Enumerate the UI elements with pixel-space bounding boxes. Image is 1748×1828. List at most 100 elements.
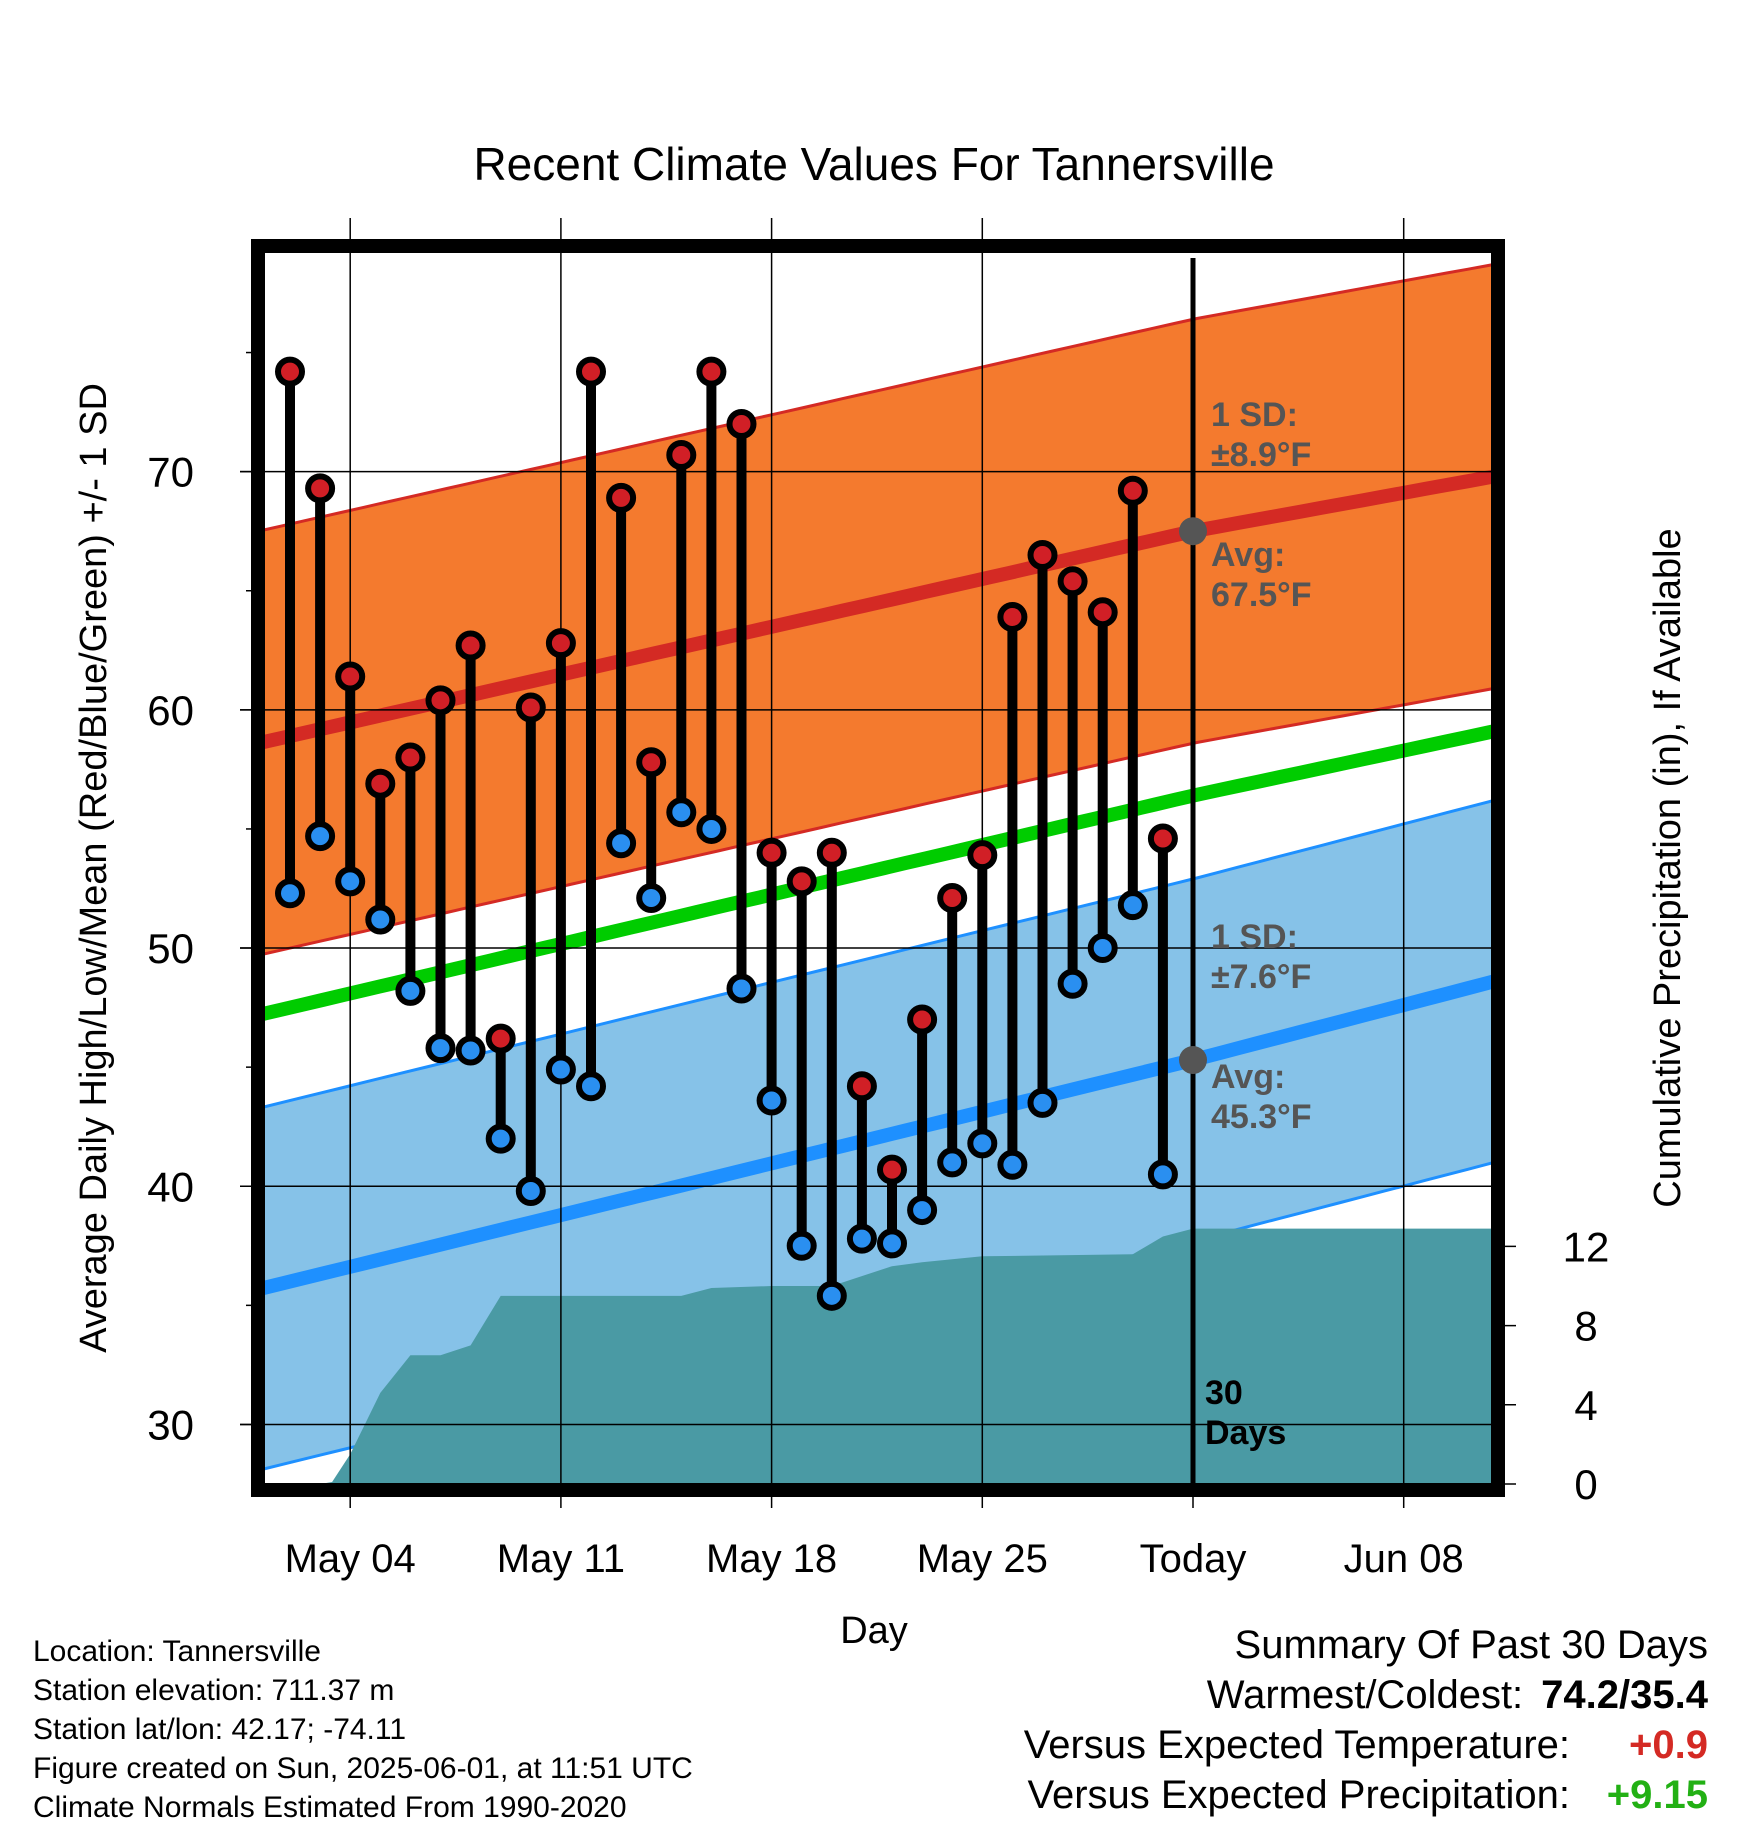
daily-high-point (1087, 597, 1118, 628)
daily-low-point (846, 1223, 877, 1254)
daily-high-point (305, 473, 336, 504)
daily-low-point (275, 878, 305, 909)
chart-title: Recent Climate Values For Tannersville (473, 138, 1274, 190)
x-tick-label: May 18 (706, 1537, 837, 1581)
location-text: Location: Tannersville (33, 1635, 321, 1668)
temp-label: Versus Expected Temperature: (1023, 1723, 1570, 1767)
high-sd-band-upper-edge (264, 263, 1492, 532)
daily-high-point (997, 601, 1028, 632)
daily-low-point (545, 1054, 576, 1085)
daily-low-point (335, 866, 366, 897)
y-axis-label: Average Daily High/Low/Mean (Red/Blue/Gr… (73, 383, 115, 1353)
daily-low-point (515, 1176, 546, 1207)
daily-low-point (425, 1033, 456, 1064)
daily-high-point (636, 747, 667, 778)
x-tick-label: Jun 08 (1344, 1537, 1464, 1581)
x-axis-label: Day (840, 1610, 908, 1652)
daily-high-point (786, 866, 817, 897)
daily-low-point (816, 1280, 847, 1311)
daily-high-point (756, 837, 787, 868)
summary-temp-row: Versus Expected Temperature: +0.9 (1024, 1720, 1708, 1770)
plot-frame (251, 239, 1505, 1497)
precip-label: Versus Expected Precipitation: (1027, 1773, 1570, 1817)
daily-high-point (1027, 540, 1058, 571)
summary-warmest-row: Warmest/Coldest: 74.2/35.4 (1024, 1670, 1708, 1720)
today-avg-low-dot (1179, 1046, 1207, 1075)
daily-low-point (726, 973, 757, 1004)
low-avg-value: 45.3°F (1211, 1098, 1312, 1136)
y2-tick-label: 4 (1574, 1382, 1597, 1429)
daily-low-point (666, 797, 697, 828)
daily-high-point (877, 1154, 907, 1185)
precip-value: +9.15 (1606, 1773, 1708, 1817)
daily-high-point (275, 356, 305, 387)
low-avg-label: Avg: (1211, 1058, 1285, 1096)
low-sd-value: ±7.6°F (1211, 958, 1311, 996)
elevation-text: Station elevation: 711.37 m (33, 1674, 395, 1707)
warmest-value: 74.2/35.4 (1541, 1673, 1708, 1717)
y-tick-label: 40 (147, 1163, 194, 1210)
daily-high-point (1057, 566, 1088, 597)
created-text: Figure created on Sun, 2025-06-01, at 11… (33, 1752, 693, 1785)
daily-low-point (786, 1230, 817, 1261)
daily-high-point (425, 685, 456, 716)
normal-low-line (264, 974, 1492, 1296)
temp-value: +0.9 (1629, 1723, 1708, 1767)
daily-low-point (1027, 1087, 1058, 1118)
daily-high-point (937, 883, 968, 914)
daily-low-point (937, 1147, 968, 1178)
daily-high-point (485, 1023, 516, 1054)
high-sd-value: ±8.9°F (1211, 436, 1311, 474)
daily-low-point (1147, 1159, 1178, 1190)
warmest-label: Warmest/Coldest: (1206, 1673, 1524, 1717)
y2-tick-label: 8 (1574, 1303, 1597, 1350)
y2-axis-label: Cumulative Precipitation (in), If Availa… (1647, 528, 1689, 1207)
daily-high-point (967, 840, 998, 871)
daily-low-point (395, 975, 426, 1006)
y2-tick-label: 12 (1563, 1223, 1610, 1270)
days-count-label: 30 (1205, 1374, 1243, 1412)
daily-high-point (846, 1071, 877, 1102)
daily-high-point (1117, 475, 1148, 506)
daily-high-point (335, 661, 366, 692)
summary-precip-row: Versus Expected Precipitation: +9.15 (1024, 1770, 1708, 1820)
y-tick-label: 70 (147, 449, 194, 496)
daily-high-point (1147, 823, 1178, 854)
daily-low-point (907, 1195, 938, 1226)
high-sd-label: 1 SD: (1211, 396, 1298, 434)
daily-high-point (666, 439, 697, 470)
summary-panel: Summary Of Past 30 Days Warmest/Coldest:… (1024, 1620, 1708, 1820)
x-tick-label: May 04 (285, 1537, 416, 1581)
daily-high-point (726, 409, 757, 440)
x-tick-label: May 11 (497, 1537, 625, 1581)
latlon-text: Station lat/lon: 42.17; -74.11 (33, 1713, 407, 1746)
high-avg-value: 67.5°F (1211, 576, 1312, 614)
daily-low-point (636, 883, 667, 914)
today-avg-high-dot (1179, 517, 1207, 546)
daily-high-point (576, 356, 606, 387)
daily-low-point (455, 1035, 486, 1066)
daily-high-point (515, 692, 546, 723)
y2-tick-label: 0 (1574, 1461, 1597, 1508)
station-info: Location: Tannersville Station elevation… (33, 1632, 693, 1827)
normals-text: Climate Normals Estimated From 1990-2020 (33, 1791, 627, 1824)
daily-low-point (756, 1085, 787, 1116)
daily-low-point (997, 1149, 1028, 1180)
daily-low-point (1057, 968, 1088, 999)
summary-title: Summary Of Past 30 Days (1234, 1623, 1708, 1667)
days-word-label: Days (1205, 1414, 1286, 1452)
daily-low-point (696, 813, 727, 844)
daily-low-point (305, 821, 336, 852)
y-tick-label: 50 (147, 925, 194, 972)
daily-high-point (395, 742, 426, 773)
daily-low-point (365, 904, 396, 935)
daily-low-point (967, 1128, 998, 1159)
daily-high-point (907, 1004, 938, 1035)
y-tick-label: 30 (147, 1401, 194, 1448)
x-tick-label: May 25 (917, 1537, 1048, 1581)
daily-low-point (576, 1071, 606, 1102)
x-tick-label: Today (1140, 1537, 1247, 1581)
daily-low-point (485, 1123, 516, 1154)
daily-high-point (365, 768, 396, 799)
